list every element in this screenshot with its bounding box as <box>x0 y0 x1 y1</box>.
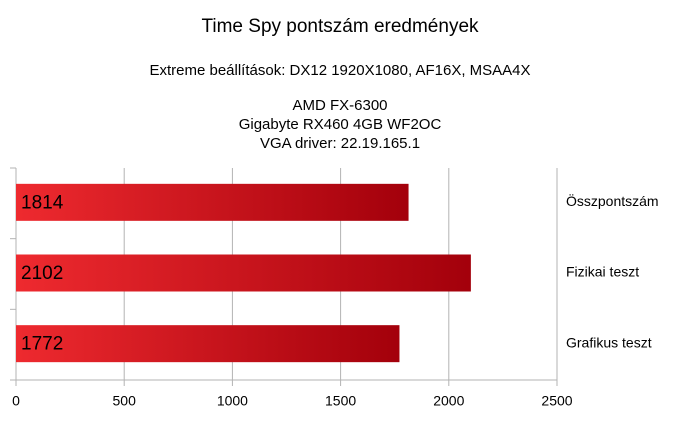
x-tick-label: 2000 <box>433 393 464 409</box>
description-line: AMD FX-6300 <box>292 97 387 114</box>
category-label: Összpontszám <box>566 192 659 209</box>
chart-title: Time Spy pontszám eredmények <box>201 16 479 37</box>
x-tick-label: 0 <box>12 393 20 409</box>
category-label: Grafikus teszt <box>566 334 652 350</box>
x-tick-label: 2500 <box>541 393 572 409</box>
bar <box>16 325 400 363</box>
data-label: 1814 <box>21 192 64 213</box>
description-line: VGA driver: 22.19.165.1 <box>260 135 420 152</box>
data-label: 1772 <box>21 334 63 355</box>
x-tick-label: 1000 <box>217 393 248 409</box>
x-tick-label: 1500 <box>325 393 356 409</box>
description-line: Gigabyte RX460 4GB WF2OC <box>239 116 442 133</box>
bar <box>16 254 471 292</box>
x-tick-label: 500 <box>113 393 137 409</box>
chart-subtitle: Extreme beállítások: DX12 1920X1080, AF1… <box>149 62 530 79</box>
data-label: 2102 <box>21 263 63 284</box>
category-label: Fizikai teszt <box>566 264 639 280</box>
bar <box>16 183 409 221</box>
